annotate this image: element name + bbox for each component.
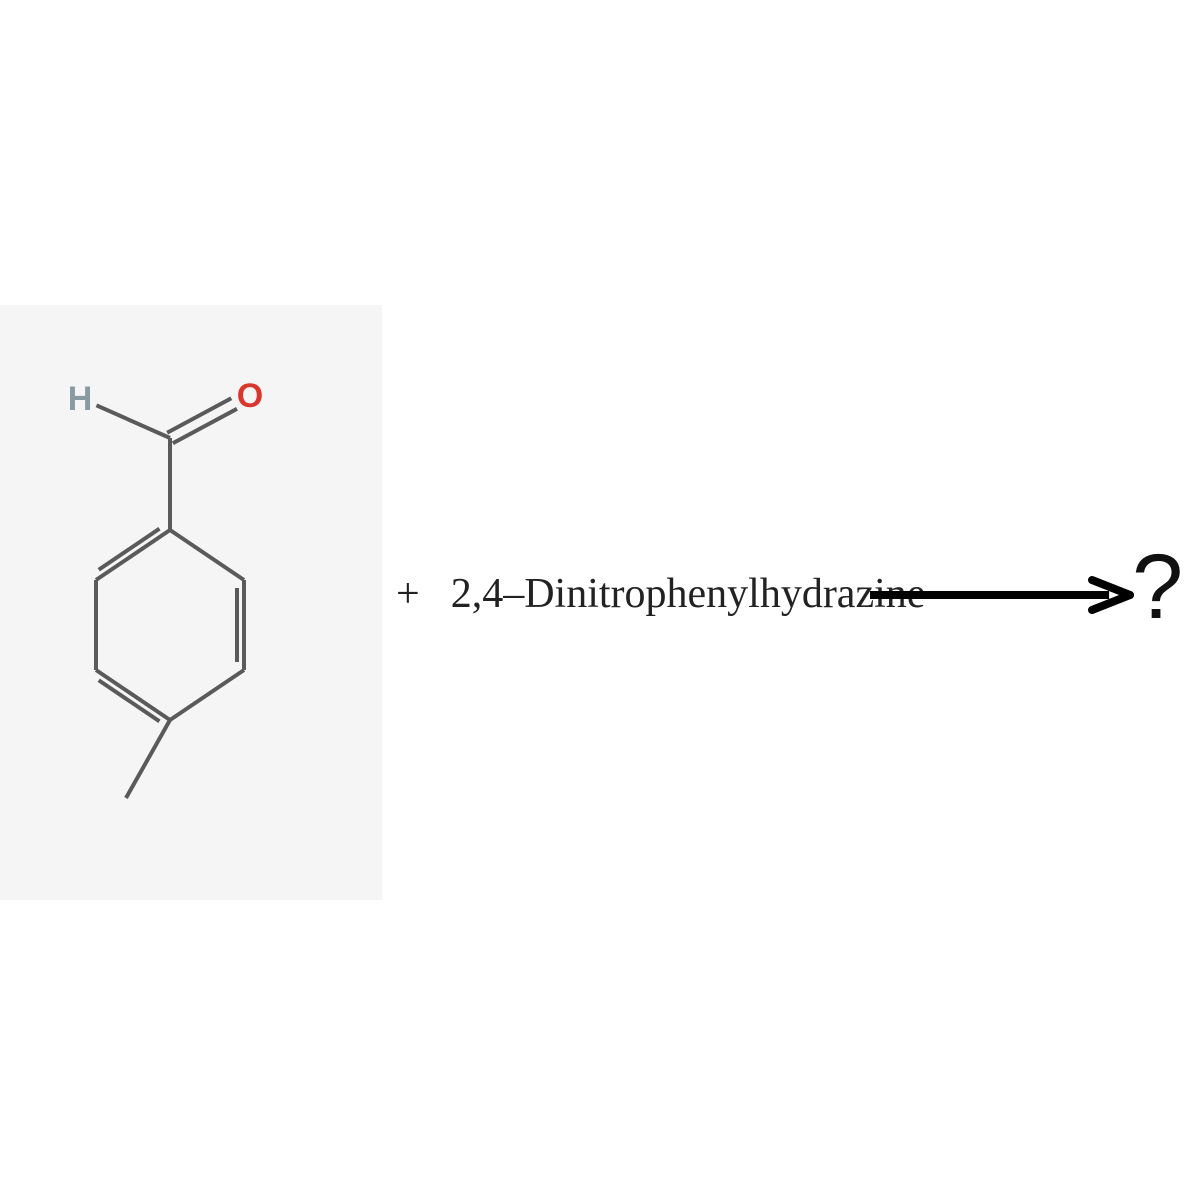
reaction-canvas: HO + 2,4–Dinitrophenylhydrazine ? [0,0,1200,1200]
product-placeholder: ? [1132,535,1183,640]
molecule-structure: HO [0,305,382,900]
o-atom-label: O [237,377,263,415]
h-atom-label: H [68,380,93,418]
molecule-panel: HO [0,305,382,900]
reagent-dash: – [503,571,524,617]
reaction-arrow-icon [830,555,1170,665]
plus-sign: + [396,571,420,617]
reagent-prefix: 2,4 [451,571,504,617]
